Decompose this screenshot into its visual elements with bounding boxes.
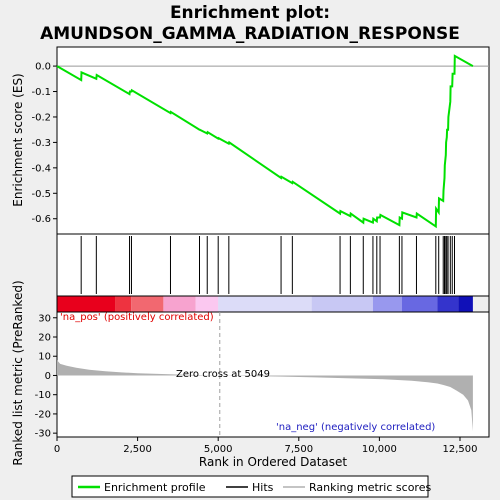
x-tick-label: 5,000 bbox=[204, 444, 233, 455]
ranking-bar-segment bbox=[401, 296, 438, 312]
legend-box bbox=[71, 475, 429, 498]
metric-y-tick-label: 10 bbox=[38, 352, 51, 363]
ranking-bar-segment bbox=[218, 296, 312, 312]
hit-lines bbox=[80, 236, 456, 294]
ranking-bar-segment bbox=[195, 296, 219, 312]
enrichment-profile-line bbox=[56, 54, 474, 229]
es-y-tick-label: -0.4 bbox=[31, 163, 51, 174]
es-y-tick-label: 0.0 bbox=[35, 62, 51, 73]
x-tick-label: 2,500 bbox=[123, 444, 152, 455]
es-y-tick-label: -0.2 bbox=[31, 112, 51, 123]
es-y-tick-label: -0.5 bbox=[31, 189, 51, 200]
legend-hits-label: Hits bbox=[252, 481, 274, 494]
legend-enrichment-label: Enrichment profile bbox=[104, 481, 206, 494]
legend: Enrichment profile Hits Ranking metric s… bbox=[71, 475, 431, 498]
metric-y-tick-label: -30 bbox=[35, 429, 51, 440]
zero-cross-label: Zero cross at 5049 bbox=[176, 369, 270, 380]
hits-plot-area bbox=[56, 233, 490, 297]
x-tick-label: 12,500 bbox=[442, 444, 477, 455]
x-axis-label: Rank in Ordered Dataset bbox=[199, 455, 347, 469]
negative-correlation-label: 'na_neg' (negatively correlated) bbox=[276, 422, 435, 433]
x-axis-ticks: 0 2,500 5,000 7,500 10,000 12,500 bbox=[54, 437, 477, 455]
metric-y-tick-label: 30 bbox=[38, 313, 51, 324]
es-y-tick-label: -0.6 bbox=[31, 214, 51, 225]
positive-correlation-label: 'na_pos' (positively correlated) bbox=[60, 312, 214, 323]
metric-y-ticks: 30 20 10 0 -10 -20 -30 bbox=[35, 313, 57, 440]
ranking-bar-segment bbox=[57, 296, 116, 312]
es-y-axis-label: Enrichment score (ES) bbox=[11, 73, 25, 206]
ranking-bar-segment bbox=[115, 296, 132, 312]
x-tick-label: 0 bbox=[54, 444, 60, 455]
es-y-ticks: 0.0 -0.1 -0.2 -0.3 -0.4 -0.5 -0.6 bbox=[31, 62, 57, 225]
metric-y-tick-label: -10 bbox=[35, 390, 51, 401]
ranking-bar-segment bbox=[372, 296, 402, 312]
chart-title-line1: Enrichment plot: bbox=[170, 3, 330, 23]
ranking-metric-area bbox=[57, 360, 473, 432]
x-tick-label: 10,000 bbox=[362, 444, 397, 455]
es-y-tick-label: -0.3 bbox=[31, 138, 51, 149]
metric-y-tick-label: -20 bbox=[35, 409, 51, 420]
ranking-bar-segment bbox=[163, 296, 196, 312]
ranking-color-bar bbox=[57, 296, 473, 312]
es-y-tick-label: -0.1 bbox=[31, 87, 51, 98]
es-panel: 0.0 -0.1 -0.2 -0.3 -0.4 -0.5 -0.6 Enrichment s… bbox=[11, 46, 490, 235]
ranking-bar-segment bbox=[458, 296, 473, 312]
es-plot-area bbox=[56, 46, 490, 235]
hits-panel bbox=[56, 233, 490, 297]
metric-y-axis-label: Ranked list metric (PreRanked) bbox=[11, 280, 25, 465]
ranking-bar-segment bbox=[437, 296, 459, 312]
chart-title-line2: AMUNDSON_GAMMA_RADIATION_RESPONSE bbox=[40, 24, 460, 44]
metric-panel: 30 20 10 0 -10 -20 -30 'na_pos' (positively co… bbox=[11, 280, 490, 466]
x-tick-label: 7,500 bbox=[284, 444, 313, 455]
metric-y-tick-label: 20 bbox=[38, 333, 51, 344]
ranking-bar-segment bbox=[131, 296, 164, 312]
metric-y-tick-label: 0 bbox=[45, 371, 51, 382]
ranking-bar-segment bbox=[311, 296, 373, 312]
legend-metric-label: Ranking metric scores bbox=[309, 481, 431, 494]
